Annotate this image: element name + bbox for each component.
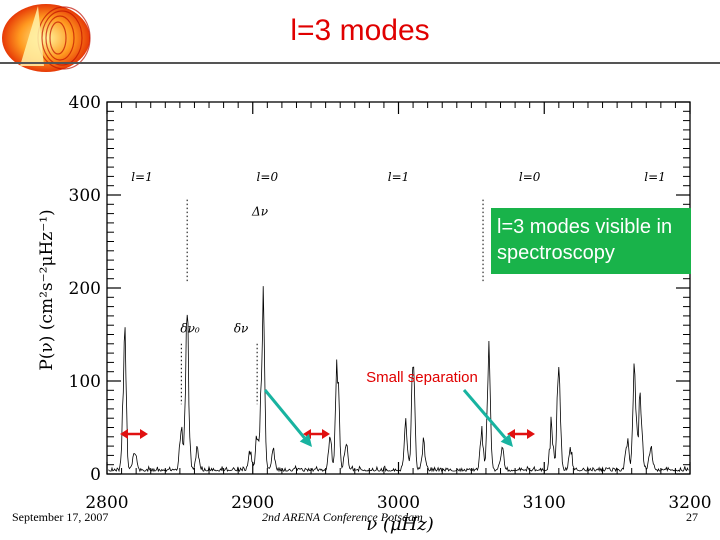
page-number: 27 <box>686 510 698 524</box>
separation-arrow-middle-head-right <box>322 429 330 439</box>
separation-arrow-left-head-left <box>120 429 128 439</box>
slide-title: l=3 modes <box>290 14 430 47</box>
plot-frame <box>106 101 691 475</box>
y-tick-label: 100 <box>69 372 101 392</box>
x-tick-label: 3100 <box>523 493 566 513</box>
chart-ticks: 2800 2900 3000 3100 3200 0 100 200 300 400 <box>69 93 712 513</box>
title-rule <box>0 62 720 64</box>
callout-box: l=3 modes visible in spectroscopy <box>491 208 691 274</box>
y-tick-label: 400 <box>69 93 101 113</box>
teal-arrow-right <box>462 389 507 439</box>
footer-conference: 2nd ARENA Conference Potsdam <box>262 510 423 524</box>
spacing-label: δν₀ <box>180 322 200 336</box>
y-tick-label: 0 <box>90 465 101 485</box>
separation-arrow-right-head-left <box>507 429 515 439</box>
x-tick-label: 2800 <box>85 493 128 513</box>
y-tick-label: 200 <box>69 279 101 299</box>
mode-label: l=1 <box>388 170 410 184</box>
annotation-arrows <box>120 389 535 447</box>
teal-arrow-left-head <box>299 433 312 447</box>
teal-arrow-left <box>263 389 306 439</box>
x-tick-label: 2900 <box>231 493 274 513</box>
y-axis-label: P(ν) (cm²s⁻²μHz⁻¹) <box>37 209 57 370</box>
x-tick-label: 3200 <box>668 493 711 513</box>
spectrum-trace <box>108 286 689 473</box>
x-tick-label: 3000 <box>377 493 420 513</box>
separation-arrow-right-head-right <box>527 429 535 439</box>
mode-label: l=0 <box>519 170 541 184</box>
small-separation-label: Small separation <box>366 369 478 386</box>
spacing-label: δν <box>234 322 249 336</box>
footer-date: September 17, 2007 <box>12 510 109 524</box>
mode-label: l=1 <box>644 170 666 184</box>
mode-label: l=0 <box>257 170 279 184</box>
x-axis-label: ν (μHz) <box>366 514 434 535</box>
sun-logo <box>2 4 91 72</box>
mode-label: l=1 <box>131 170 153 184</box>
teal-arrow-right-head <box>500 433 513 447</box>
separation-arrow-left-head-right <box>140 429 148 439</box>
y-tick-label: 300 <box>69 186 101 206</box>
spectrum-line <box>108 286 689 473</box>
chart-labels: ν (μHz) P(ν) (cm²s⁻²μHz⁻¹) l=1 l=0 l=1 l=0 l=1… <box>37 170 666 535</box>
chart-axes <box>106 101 691 475</box>
spacing-label: Δν <box>251 204 268 218</box>
